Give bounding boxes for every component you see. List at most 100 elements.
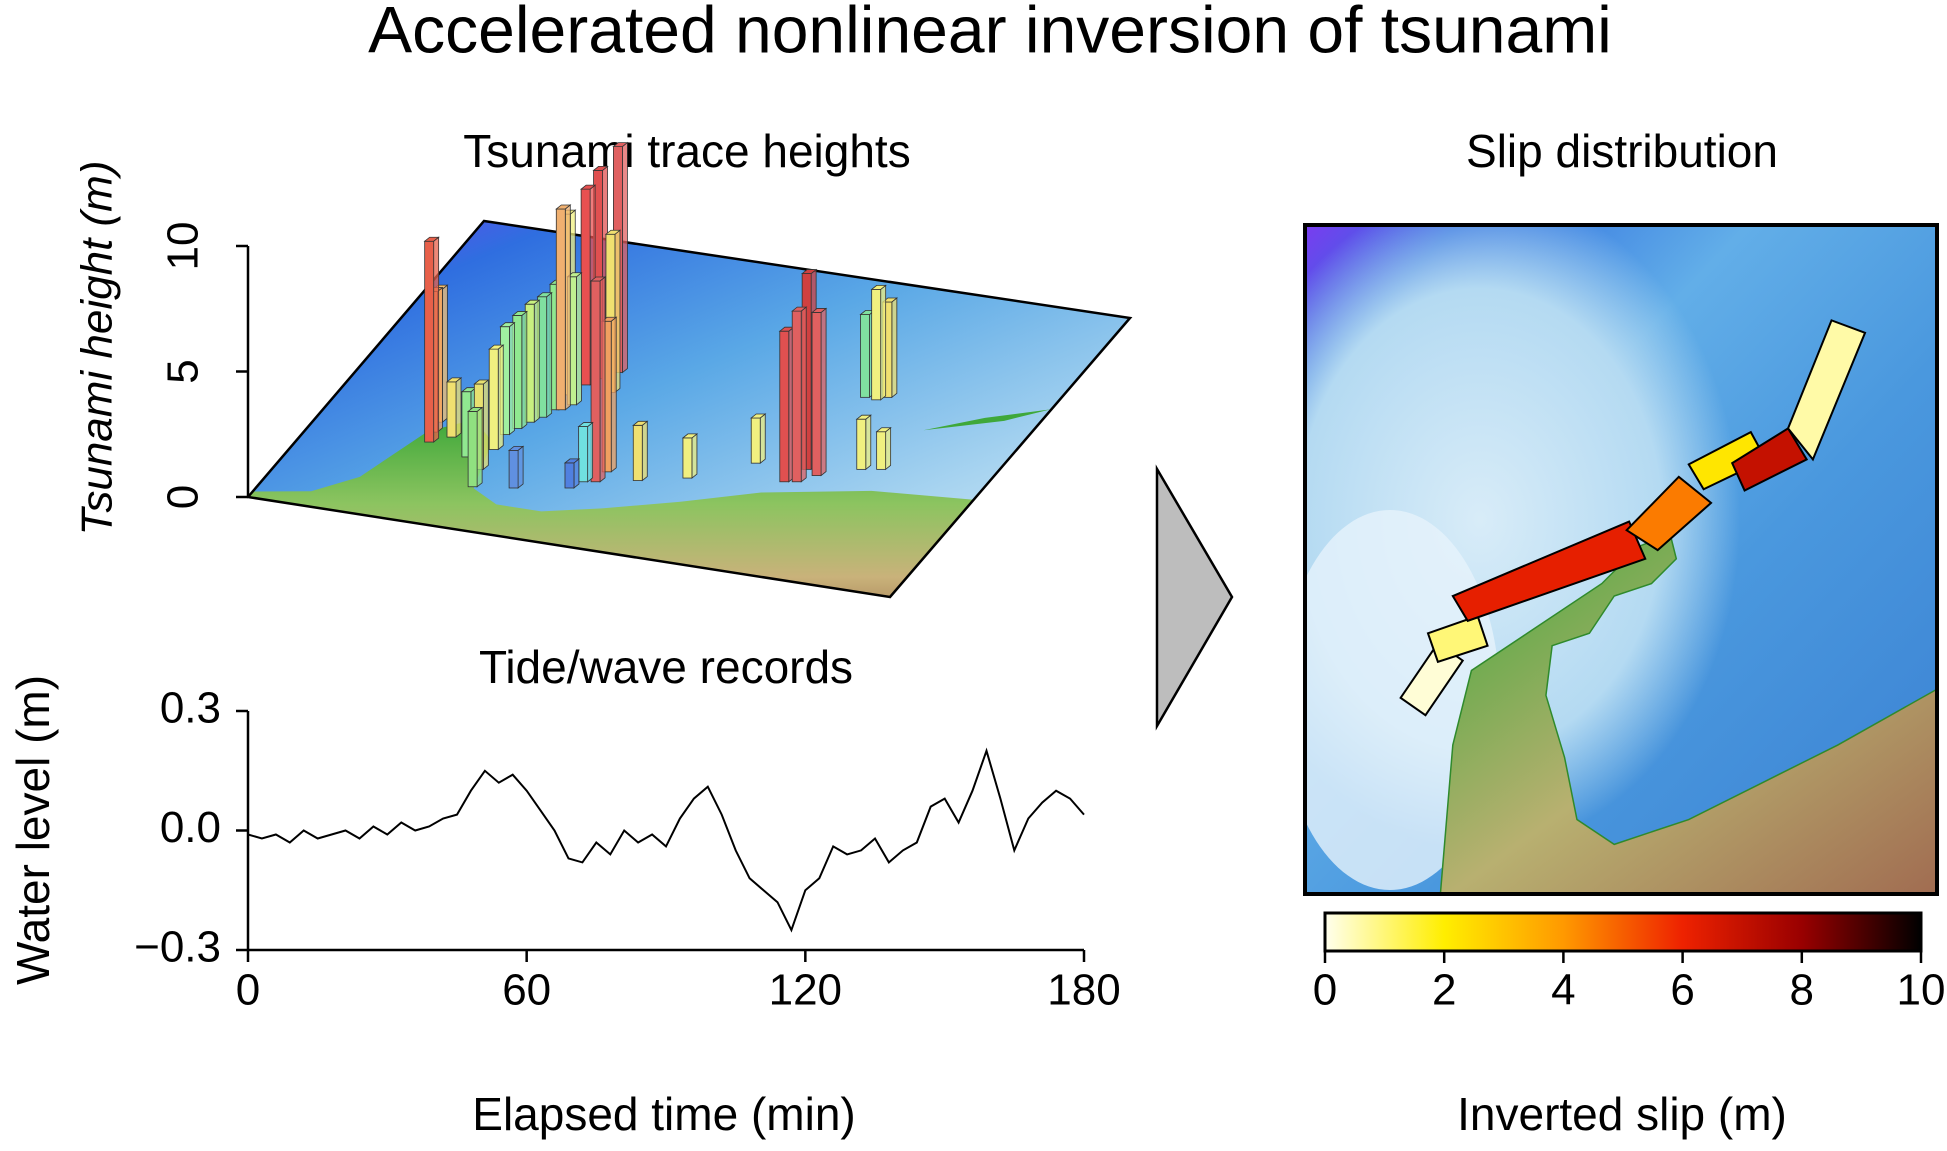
bar — [860, 314, 870, 398]
bar-side — [880, 284, 887, 401]
fault-patch — [1786, 319, 1867, 462]
bar-side — [759, 413, 766, 464]
fault-patch — [1625, 475, 1713, 552]
map-frame — [1303, 223, 1939, 896]
bar-top — [750, 413, 767, 419]
bar-side — [497, 344, 504, 451]
fault-patch — [1451, 520, 1647, 623]
land — [248, 419, 1008, 597]
bar — [508, 449, 519, 489]
bar-top — [536, 292, 553, 298]
fault-patch — [1426, 614, 1489, 664]
relief-map — [248, 221, 1130, 597]
bar-top — [566, 272, 583, 278]
bar-side — [610, 316, 617, 473]
bar-side — [476, 406, 483, 488]
panel-title: Slip distribution — [1466, 125, 1778, 177]
bar-top — [681, 433, 699, 439]
data-line — [247, 747, 1085, 933]
bar-top — [810, 308, 828, 313]
land — [923, 409, 1051, 431]
bar-top — [579, 184, 597, 190]
bar — [682, 437, 693, 479]
bar — [779, 330, 790, 483]
bar-side — [622, 141, 628, 374]
bar-top — [870, 284, 887, 290]
bar-top — [466, 407, 484, 412]
bar — [791, 310, 802, 483]
colorbar-gradient — [1323, 911, 1923, 953]
bar-side — [800, 306, 807, 483]
bar-side — [509, 321, 515, 436]
bar-side — [576, 271, 582, 406]
bar — [632, 424, 643, 481]
bar — [424, 240, 435, 443]
bar-top — [555, 204, 572, 210]
z-axis-label: Tsunami height (m) — [73, 161, 122, 536]
bar-top — [488, 344, 505, 350]
colorbar-tick-label: 0 — [1313, 966, 1337, 1015]
colorbar-tick-label: 8 — [1790, 966, 1814, 1015]
panel-title: Tide/wave records — [479, 641, 853, 693]
x-tick-label: 0 — [236, 966, 260, 1015]
bar-side — [441, 284, 448, 424]
bar — [578, 426, 589, 483]
bar-top — [801, 269, 818, 274]
bar-side — [433, 236, 440, 443]
bar — [488, 348, 499, 450]
bar-top — [524, 299, 541, 305]
bar-top — [577, 422, 594, 427]
bar-side — [885, 426, 892, 471]
bar-side — [546, 291, 553, 419]
bar — [580, 188, 591, 386]
z-tick-label: 0 — [159, 485, 208, 509]
colorbar-label: Inverted slip (m) — [1457, 1088, 1787, 1140]
bar-side — [521, 310, 528, 430]
bar-top — [601, 316, 618, 322]
bar-top — [589, 276, 607, 282]
bar-top — [791, 306, 808, 312]
bar-side — [865, 414, 872, 471]
colorbar: 0 2 4 6 8 10 — [1313, 911, 1946, 1015]
y-tick-label: −0.3 — [134, 923, 221, 972]
bar-side — [599, 276, 606, 483]
bar — [555, 208, 566, 411]
bar-side — [891, 297, 898, 399]
bar-top — [507, 445, 525, 451]
map-frame — [245, 219, 1133, 599]
z-tick-label: 5 — [159, 359, 208, 383]
bar-top — [445, 377, 463, 383]
y-axis-label: Water level (m) — [7, 675, 59, 985]
bar — [564, 462, 575, 489]
bar-top — [604, 229, 622, 235]
bar-side — [691, 433, 698, 479]
x-axis-label: Elapsed time (min) — [472, 1088, 855, 1140]
x-tick-label: 120 — [769, 966, 842, 1015]
colorbar-tick-label: 4 — [1551, 966, 1575, 1015]
colorbar-tick-label: 10 — [1897, 966, 1946, 1015]
bars — [423, 141, 898, 489]
bar-side — [573, 458, 580, 489]
bar-top — [563, 458, 581, 464]
bar-side — [820, 307, 827, 477]
bar — [811, 312, 822, 476]
z-tick-label: 10 — [159, 222, 208, 271]
bar — [750, 417, 761, 464]
bar-side — [587, 421, 594, 483]
bar-top — [473, 379, 490, 385]
y-tick-label: 0.0 — [160, 803, 221, 852]
bar — [856, 418, 867, 470]
bar-top — [423, 236, 440, 242]
colorbar-tick-label: 2 — [1432, 966, 1456, 1015]
bar-side — [455, 377, 462, 438]
bar-side — [641, 420, 648, 482]
arrow — [1155, 464, 1234, 731]
bar-top — [499, 322, 516, 328]
bar-top — [875, 427, 892, 433]
fault-patch — [1399, 641, 1465, 717]
panel-title: Tsunami trace heights — [463, 125, 910, 177]
bar-side — [482, 379, 489, 471]
bar-top — [632, 420, 649, 426]
